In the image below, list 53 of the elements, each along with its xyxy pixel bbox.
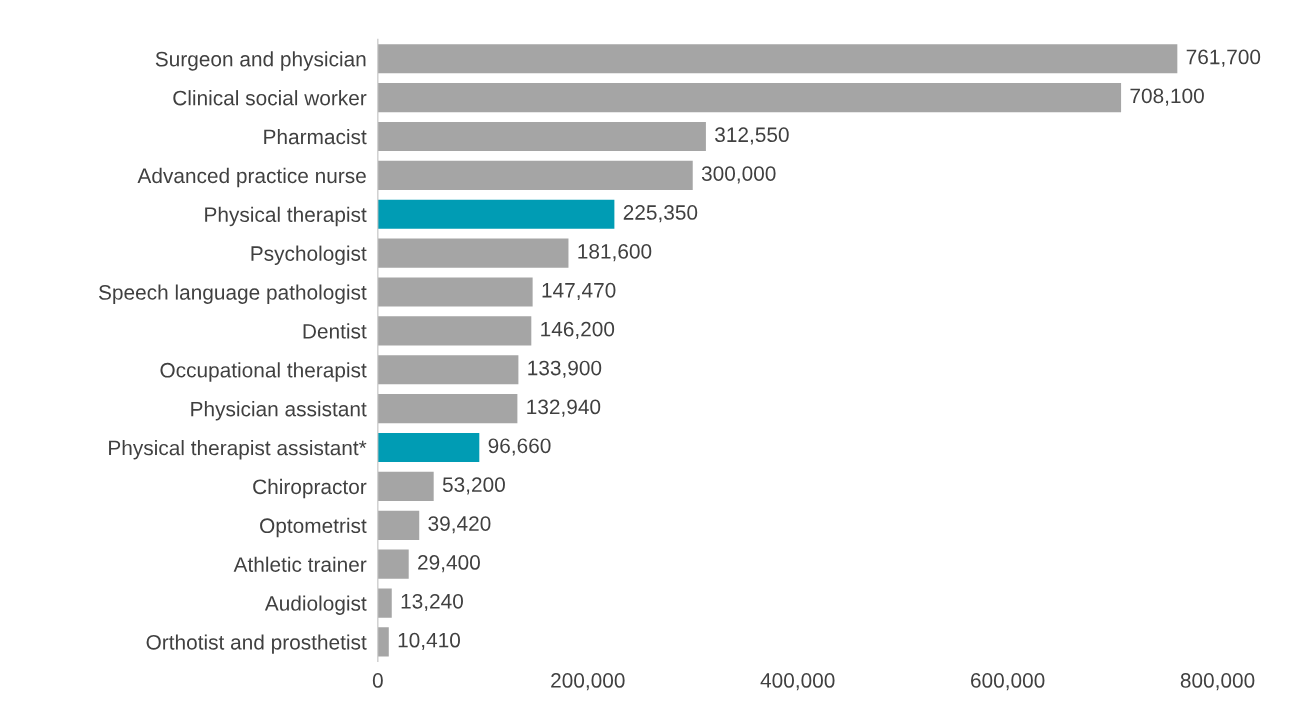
- x-tick-label: 0: [372, 673, 383, 688]
- data-label: 181,600: [578, 243, 652, 262]
- bar: [377, 199, 615, 229]
- bar: [377, 44, 1178, 74]
- bar: [377, 316, 532, 346]
- x-tick-label: 600,000: [971, 673, 1045, 691]
- data-label: 300,000: [701, 166, 776, 184]
- data-label: 761,700: [1186, 49, 1261, 67]
- bar: [377, 510, 420, 540]
- bar: [377, 432, 480, 463]
- y-tick-label: Advanced practice nurse: [137, 167, 366, 188]
- data-label: 146,200: [541, 321, 615, 339]
- bar: [377, 549, 409, 579]
- y-tick-label: Occupational therapist: [160, 362, 367, 382]
- y-tick-label: Surgeon and physician: [155, 51, 366, 71]
- data-label: 29,400: [418, 555, 480, 573]
- data-label: 53,200: [442, 477, 505, 495]
- y-tick-label: Chiropractor: [253, 478, 367, 499]
- y-tick-label: Audiologist: [264, 595, 367, 615]
- data-label: 708,100: [1130, 88, 1204, 106]
- bar: [377, 355, 519, 385]
- y-tick-label: Physician assistant: [191, 401, 367, 421]
- data-label: 147,470: [542, 282, 616, 301]
- data-label: 133,900: [528, 360, 602, 378]
- y-tick-label: Athletic trainer: [233, 556, 367, 572]
- y-tick-label: Speech language pathologist: [98, 284, 367, 304]
- y-tick-label: Dentist: [303, 323, 367, 339]
- y-tick-label: Pharmacist: [264, 128, 367, 145]
- bar: [377, 83, 1122, 113]
- y-tick-label: Physical therapist assistant*: [109, 440, 367, 460]
- bar: [377, 121, 706, 152]
- data-label: 225,350: [623, 205, 698, 223]
- bar: [377, 238, 569, 268]
- data-label: 39,420: [428, 516, 491, 534]
- bar: [377, 394, 518, 424]
- bar: [377, 588, 392, 618]
- y-tick-label: Psychologist: [251, 245, 367, 266]
- y-tick-label: Orthotist and prosthetist: [146, 634, 367, 654]
- x-tick-label: 200,000: [551, 673, 625, 691]
- x-tick-label: 800,000: [1180, 673, 1255, 691]
- y-tick-label: Optometrist: [260, 517, 367, 538]
- bar: [377, 277, 533, 307]
- data-label: 96,660: [488, 438, 551, 456]
- y-tick-label: Physical therapist: [205, 206, 367, 227]
- x-tick-label: 400,000: [760, 673, 835, 691]
- data-label: 10,410: [398, 632, 461, 650]
- data-label: 132,940: [527, 399, 601, 417]
- bar: [377, 160, 693, 190]
- data-label: 312,550: [715, 127, 789, 145]
- bar: [377, 627, 389, 657]
- y-tick-label: Clinical social worker: [173, 90, 367, 106]
- bar: [377, 471, 434, 501]
- data-label: 13,240: [401, 593, 463, 612]
